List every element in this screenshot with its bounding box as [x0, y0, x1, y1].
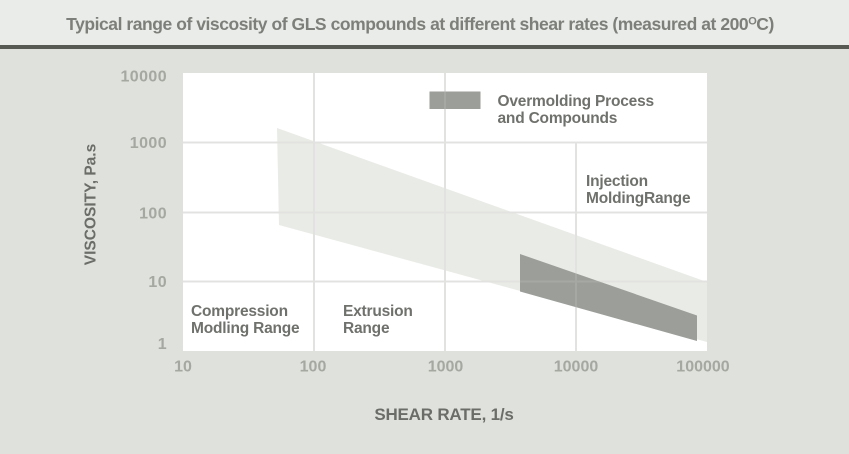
- svg-text:SHEAR RATE, 1/s: SHEAR RATE, 1/s: [374, 405, 513, 424]
- svg-text:VISCOSITY, Pa.s: VISCOSITY, Pa.s: [83, 144, 100, 265]
- svg-text:Extrusion: Extrusion: [343, 303, 413, 320]
- svg-text:Modling Range: Modling Range: [191, 320, 300, 337]
- svg-text:Overmolding Process: Overmolding Process: [498, 93, 654, 110]
- svg-text:Compression: Compression: [191, 303, 288, 320]
- svg-text:Typical range of viscosity of: Typical range of viscosity of GLS compou…: [66, 14, 774, 34]
- svg-text:100: 100: [139, 206, 167, 223]
- svg-text:1000: 1000: [428, 359, 464, 376]
- svg-text:10: 10: [148, 274, 167, 291]
- svg-text:1: 1: [158, 336, 167, 353]
- svg-text:100000: 100000: [676, 359, 729, 376]
- svg-text:and Compounds: and Compounds: [498, 110, 618, 127]
- svg-text:10000: 10000: [121, 69, 168, 86]
- svg-text:Range: Range: [343, 320, 390, 337]
- svg-text:Injection: Injection: [586, 173, 648, 190]
- svg-text:10: 10: [174, 359, 192, 376]
- svg-text:1000: 1000: [130, 135, 167, 152]
- svg-text:10000: 10000: [554, 359, 599, 376]
- svg-text:MoldingRange: MoldingRange: [586, 190, 691, 207]
- svg-text:100: 100: [300, 359, 327, 376]
